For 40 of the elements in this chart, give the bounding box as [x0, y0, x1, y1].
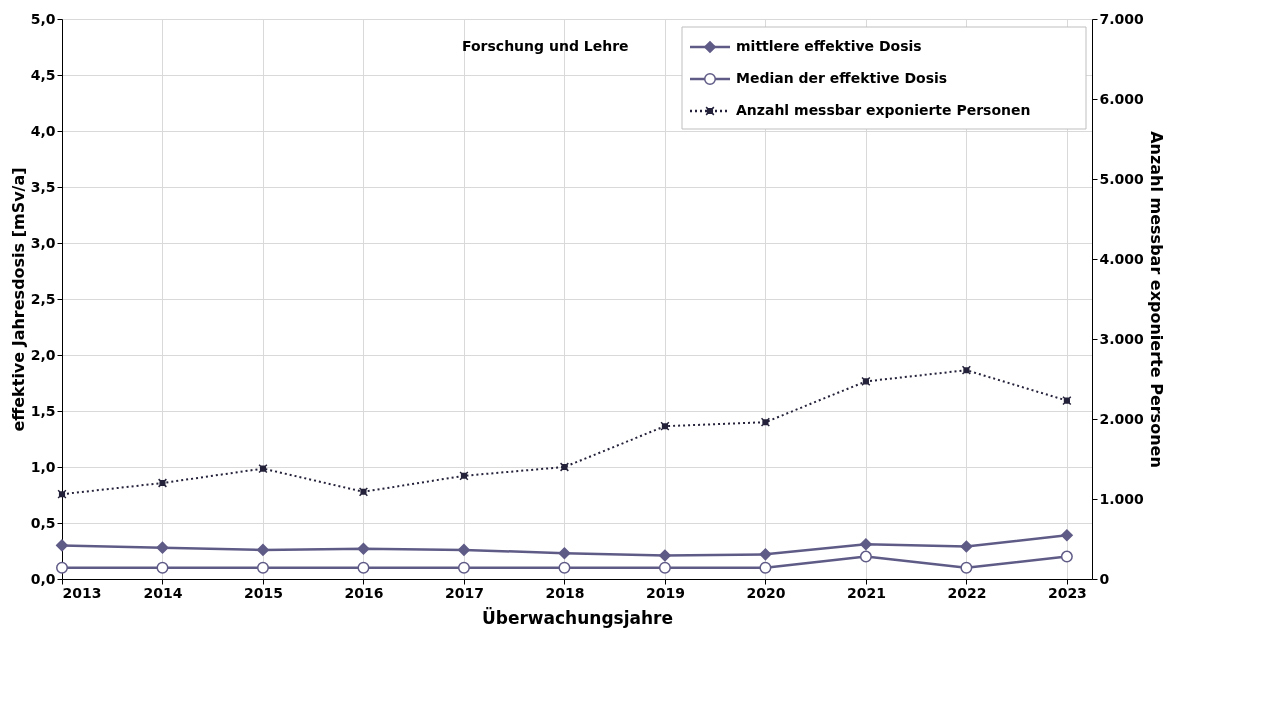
x-tick-label: 2013 [62, 584, 102, 601]
x-tick-label: 2018 [545, 584, 585, 601]
y-tick-label: 2,0 [30, 346, 56, 363]
point [157, 478, 168, 488]
x-tick-label: 2022 [947, 584, 987, 601]
y2-tick-label: 2.000 [1099, 410, 1145, 427]
annotation: Forschung und Lehre [462, 38, 629, 54]
y2-tick-label: 1.000 [1099, 490, 1145, 507]
y-tick-label: 1,5 [30, 402, 56, 419]
point [559, 462, 570, 472]
y-tick-label: 4,5 [30, 66, 56, 83]
point [358, 487, 369, 497]
y-tick-label: 3,5 [30, 178, 56, 195]
legend-label: Anzahl messbar exponierte Personen [736, 102, 1031, 118]
y2-tick-label: 7.000 [1099, 10, 1145, 27]
y2-tick-label: 5.000 [1099, 170, 1145, 187]
x-axis-title: Überwachungsjahre [481, 606, 674, 628]
y2-tick-label: 4.000 [1099, 250, 1145, 267]
y2-tick-label: 3.000 [1099, 330, 1145, 347]
y-tick-label: 3,0 [30, 234, 56, 251]
x-tick-label: 2021 [846, 584, 886, 601]
y-tick-label: 0,5 [30, 514, 56, 531]
y2-tick-label: 0 [1099, 570, 1110, 587]
x-tick-label: 2020 [746, 584, 786, 601]
y-tick-label: 1,0 [30, 458, 56, 475]
x-tick-label: 2016 [344, 584, 384, 601]
x-tick-label: 2017 [444, 584, 484, 601]
x-tick-label: 2014 [143, 584, 183, 601]
legend-label: Median der effektive Dosis [736, 70, 948, 86]
x-tick-label: 2015 [243, 584, 283, 601]
x-tick-label: 2023 [1047, 584, 1087, 601]
legend-label: mittlere effektive Dosis [736, 38, 922, 54]
y-tick-label: 2,5 [30, 290, 56, 307]
y2-tick-label: 6.000 [1099, 90, 1145, 107]
y-tick-label: 4,0 [30, 122, 56, 139]
y-axis-title: effektive Jahresdosis [mSv/a] [8, 167, 28, 432]
y-tick-label: 5,0 [30, 10, 56, 27]
y2-axis-title: Anzahl messbar exponierte Personen [1146, 131, 1166, 468]
y-tick-label: 0,0 [30, 570, 56, 587]
x-tick-label: 2019 [645, 584, 685, 601]
